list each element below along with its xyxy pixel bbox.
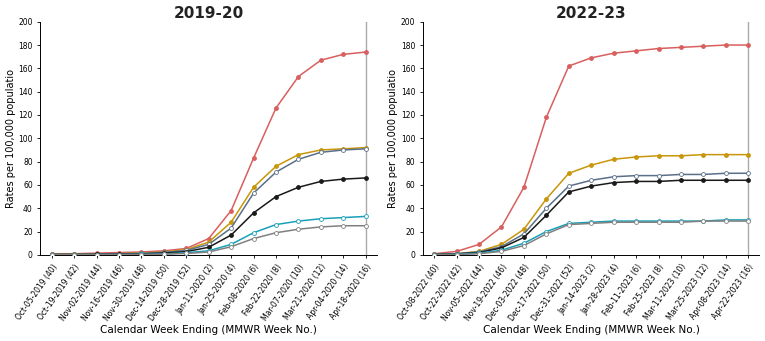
- Y-axis label: Rates per 100,000 populatio: Rates per 100,000 populatio: [388, 69, 398, 208]
- Title: 2019-20: 2019-20: [174, 5, 244, 20]
- Y-axis label: Rates per 100,000 populatio: Rates per 100,000 populatio: [5, 69, 15, 208]
- X-axis label: Calendar Week Ending (MMWR Week No.): Calendar Week Ending (MMWR Week No.): [100, 325, 317, 336]
- X-axis label: Calendar Week Ending (MMWR Week No.): Calendar Week Ending (MMWR Week No.): [483, 325, 700, 336]
- Title: 2022-23: 2022-23: [556, 5, 627, 20]
